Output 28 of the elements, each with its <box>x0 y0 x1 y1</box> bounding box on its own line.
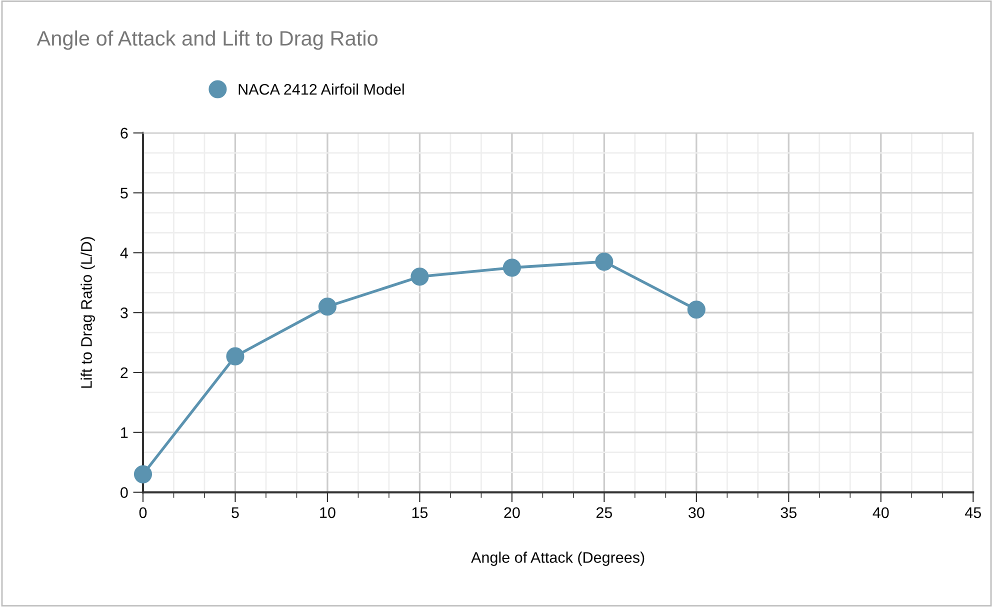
x-tick-label: 35 <box>780 507 797 518</box>
point <box>318 298 336 316</box>
point <box>595 252 614 271</box>
x-tick-label: 25 <box>596 507 612 518</box>
point <box>410 268 429 286</box>
y-tick-label: 4 <box>120 248 128 258</box>
x-tick-label: 5 <box>232 507 239 518</box>
point <box>502 258 521 277</box>
x-tick-label: 15 <box>412 507 428 518</box>
chart-title: Angle of Attack and Lift to Drag Ratio <box>36 30 378 50</box>
y-tick-label: 2 <box>120 367 128 378</box>
x-tick-label: 40 <box>872 507 889 518</box>
y-tick-label: 5 <box>120 188 128 199</box>
point <box>226 347 244 366</box>
point <box>687 300 706 319</box>
x-tick-label: 10 <box>320 507 336 518</box>
x-axis-title: Angle of Attack (Degrees) <box>471 552 644 566</box>
y-axis-title: Lift to Drag Ratio (L/D) <box>80 237 95 388</box>
y-tick-label: 6 <box>120 128 128 139</box>
x-tick-label: 30 <box>688 507 704 518</box>
x-tick-label: 45 <box>964 507 981 518</box>
legend-label: NACA 2412 Airfoil Model <box>238 84 404 95</box>
x-tick-label: 0 <box>139 507 147 518</box>
y-tick-label: 0 <box>120 487 128 498</box>
x-tick-label: 20 <box>504 507 520 518</box>
y-tick-label: 3 <box>120 307 128 318</box>
point <box>134 465 152 484</box>
y-tick-label: 1 <box>121 427 128 438</box>
